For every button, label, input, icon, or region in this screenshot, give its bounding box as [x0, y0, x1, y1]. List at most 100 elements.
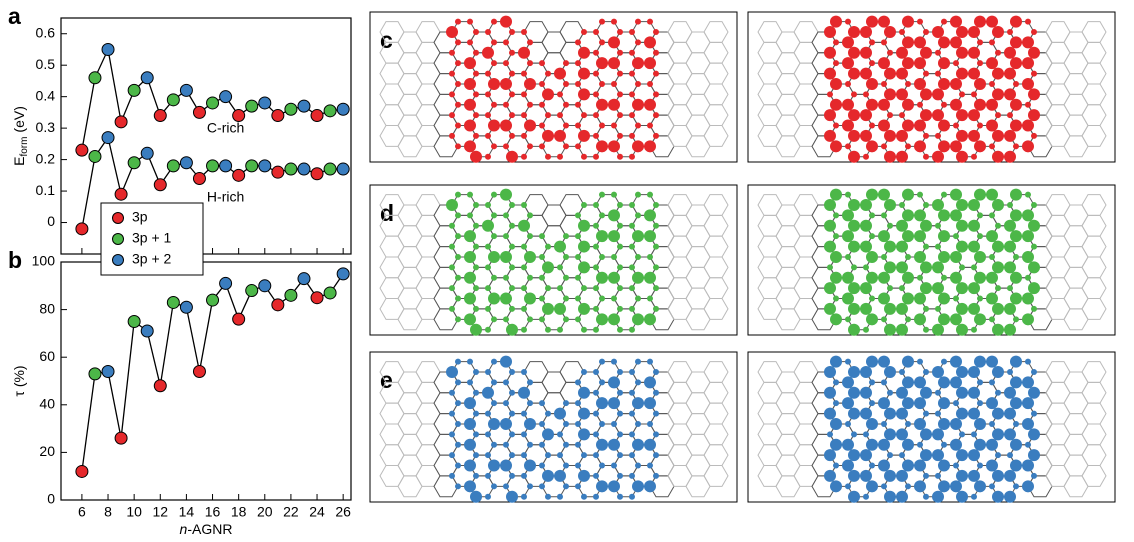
amplitude-dot [1022, 397, 1034, 410]
amplitude-dot [896, 67, 908, 80]
amplitude-dot [455, 122, 461, 129]
amplitude-dot [557, 452, 563, 459]
amplitude-dot [830, 15, 842, 28]
amplitude-dot [563, 233, 569, 240]
data-point [179, 83, 193, 97]
amplitude-dot [950, 77, 962, 90]
amplitude-dot [938, 397, 950, 410]
amplitude-dot [995, 285, 1001, 292]
amplitude-dot [509, 243, 515, 250]
data-point [153, 379, 167, 393]
amplitude-dot [848, 366, 860, 378]
amplitude-dot [920, 282, 932, 295]
amplitude-dot [899, 369, 905, 375]
amplitude-dot [932, 109, 944, 122]
amplitude-dot [485, 493, 491, 500]
amplitude-dot [938, 459, 950, 472]
amplitude-dot [596, 230, 608, 243]
data-point [310, 167, 324, 181]
amplitude-dot [1004, 323, 1016, 336]
amplitude-dot [986, 57, 998, 70]
amplitude-dot [905, 316, 911, 323]
amplitude-dot [851, 91, 857, 98]
amplitude-dot [950, 188, 962, 201]
amplitude-dot [467, 18, 473, 25]
amplitude-dot [617, 326, 623, 333]
amplitude-dot [941, 274, 947, 281]
amplitude-dot [575, 441, 581, 448]
amplitude-dot [617, 112, 623, 119]
amplitude-dot [899, 452, 905, 459]
amplitude-dot [629, 431, 635, 438]
amplitude-dot [824, 199, 836, 211]
amplitude-dot [986, 98, 998, 111]
amplitude-dot [617, 29, 623, 35]
y-axis-label: τ (%) [11, 365, 27, 396]
amplitude-dot [578, 67, 590, 80]
lattice-panel [747, 11, 1116, 163]
amplitude-dot [599, 80, 605, 87]
amplitude-dot [593, 410, 599, 417]
amplitude-dot [1031, 132, 1037, 139]
amplitude-dot [542, 428, 554, 441]
amplitude-dot [1007, 369, 1013, 375]
amplitude-dot [464, 438, 476, 451]
data-point [258, 96, 272, 110]
amplitude-dot [902, 397, 914, 410]
amplitude-dot [611, 420, 617, 427]
amplitude-dot [974, 313, 986, 326]
amplitude-dot [563, 316, 569, 323]
amplitude-dot [617, 452, 623, 459]
amplitude-dot [449, 132, 455, 139]
amplitude-dot [521, 132, 527, 139]
amplitude-dot [455, 253, 461, 260]
amplitude-dot [575, 212, 581, 219]
amplitude-dot [938, 209, 950, 222]
amplitude-dot [971, 431, 977, 438]
amplitude-dot [914, 250, 926, 263]
amplitude-dot [884, 323, 896, 336]
amplitude-dot [503, 101, 509, 108]
amplitude-dot [599, 358, 605, 365]
amplitude-dot [491, 191, 497, 198]
amplitude-dot [617, 431, 623, 438]
amplitude-dot [896, 302, 908, 315]
amplitude-dot [539, 60, 545, 67]
x-tick-label: 8 [104, 504, 112, 520]
amplitude-dot [1025, 101, 1031, 108]
amplitude-dot [635, 212, 641, 219]
amplitude-dot [464, 271, 476, 284]
amplitude-dot [611, 80, 617, 87]
amplitude-dot [968, 199, 980, 211]
amplitude-dot [866, 98, 878, 111]
amplitude-dot [593, 202, 599, 208]
amplitude-dot [557, 264, 563, 271]
amplitude-dot [635, 379, 641, 386]
y-axis-label: Eform (eV) [11, 106, 30, 166]
amplitude-dot [617, 285, 623, 292]
amplitude-dot [653, 112, 659, 119]
amplitude-dot [848, 67, 860, 80]
amplitude-dot [914, 77, 926, 90]
amplitude-dot [581, 202, 587, 208]
amplitude-dot [905, 483, 911, 490]
amplitude-dot [503, 39, 509, 46]
amplitude-dot [455, 101, 461, 108]
amplitude-dot [539, 274, 545, 281]
amplitude-dot [884, 88, 896, 101]
amplitude-dot [632, 140, 644, 153]
amplitude-dot [860, 449, 872, 462]
amplitude-dot [884, 150, 896, 163]
amplitude-dot [833, 400, 839, 407]
amplitude-dot [902, 36, 914, 49]
amplitude-dot [989, 316, 995, 323]
amplitude-dot [941, 191, 947, 198]
data-point [153, 178, 167, 192]
amplitude-dot [860, 240, 872, 253]
amplitude-dot [824, 302, 836, 315]
amplitude-dot [473, 49, 479, 56]
lattice-panel [747, 351, 1116, 503]
amplitude-dot [845, 253, 851, 260]
amplitude-dot [446, 26, 458, 38]
amplitude-dot [866, 417, 878, 430]
